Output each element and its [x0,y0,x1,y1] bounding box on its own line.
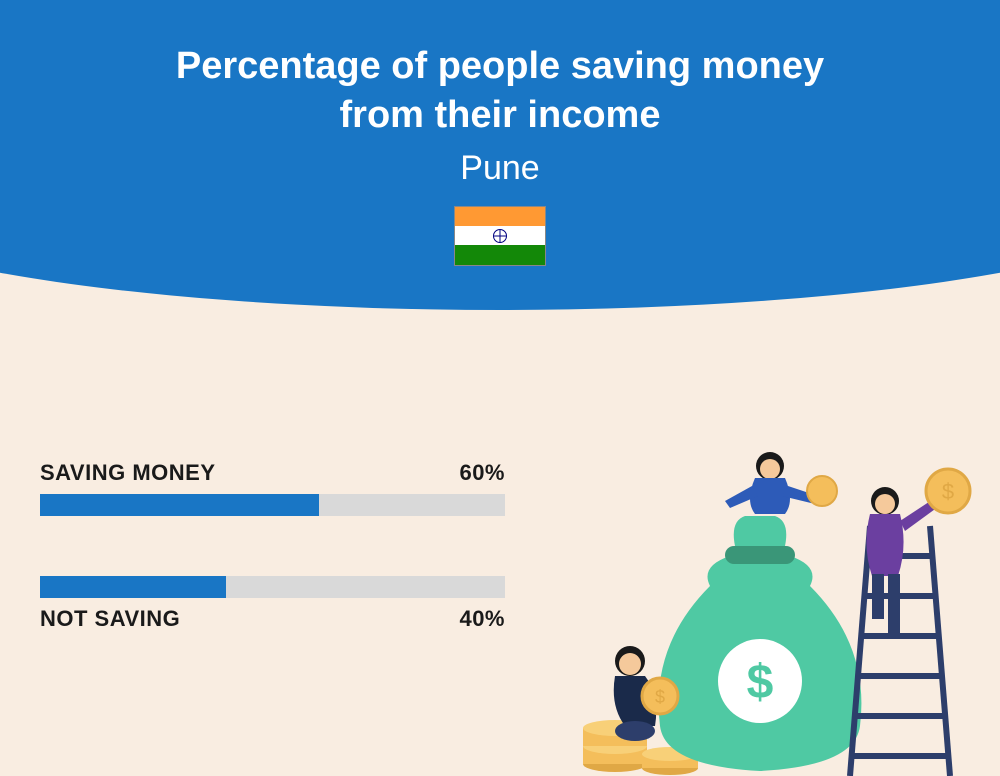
chakra-icon [493,229,507,243]
bar-footer: NOT SAVING 40% [40,606,505,632]
bar-header: SAVING MONEY 60% [40,460,505,486]
bar-chart: SAVING MONEY 60% NOT SAVING 40% [40,460,505,692]
title-line2: from their income [0,91,1000,140]
svg-text:$: $ [655,687,665,707]
svg-text:$: $ [942,479,954,504]
bar-saving-money: SAVING MONEY 60% [40,460,505,516]
header: Percentage of people saving money from t… [0,0,1000,266]
india-flag-icon [454,206,546,266]
bar-fill [40,494,319,516]
person-top-icon [725,452,837,514]
bar-label: SAVING MONEY [40,460,216,486]
flag-stripe-saffron [455,207,545,226]
svg-text:$: $ [747,656,774,709]
flag-stripe-green [455,245,545,264]
bar-not-saving: NOT SAVING 40% [40,576,505,632]
money-illustration: $ $ $ [560,446,980,776]
bar-track [40,494,505,516]
bar-value: 40% [459,606,505,632]
bar-value: 60% [459,460,505,486]
subtitle: Pune [0,149,1000,188]
person-ladder-icon: $ [866,469,970,636]
money-bag-icon: $ [659,516,862,771]
bar-track [40,576,505,598]
flag-stripe-white [455,226,545,245]
bar-label: NOT SAVING [40,606,180,632]
title-line1: Percentage of people saving money [0,42,1000,91]
bar-fill [40,576,226,598]
